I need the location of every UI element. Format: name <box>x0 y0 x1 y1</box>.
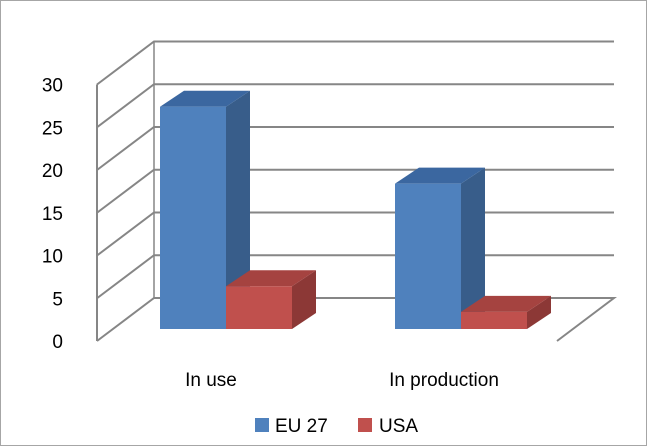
bar-side <box>292 270 316 329</box>
y-tick-label: 30 <box>42 76 63 97</box>
bar-top <box>461 295 551 312</box>
grid-layer <box>96 40 617 342</box>
bar-side <box>527 295 551 329</box>
bar-side <box>226 90 250 329</box>
legend-swatch-usa <box>358 418 372 432</box>
y-tick-label: 15 <box>42 204 63 225</box>
y-tick-label: 25 <box>42 118 63 139</box>
bar <box>160 90 250 329</box>
y-axis: 0 5 10 15 20 25 30 <box>42 76 63 354</box>
bar-front <box>461 311 527 329</box>
gridline <box>96 40 614 86</box>
bar <box>226 270 316 329</box>
y-tick-label: 10 <box>42 247 63 268</box>
legend-swatch-eu27 <box>255 418 269 432</box>
y-tick-label: 0 <box>52 332 63 353</box>
bar <box>395 167 485 329</box>
bar-side <box>461 167 485 329</box>
legend: EU 27 USA <box>255 416 418 437</box>
floor-outline <box>96 297 617 342</box>
x-axis: In use In production <box>185 370 499 391</box>
category-label: In production <box>389 370 499 391</box>
bar <box>461 295 551 329</box>
bar-top <box>226 270 316 287</box>
bar-front <box>395 183 461 329</box>
legend-label: USA <box>379 416 418 437</box>
legend-label: EU 27 <box>275 416 328 437</box>
y-tick-label: 5 <box>52 289 63 310</box>
bar-front <box>160 106 226 329</box>
bar-top <box>160 90 250 107</box>
bar-top <box>395 167 485 184</box>
bar-front <box>226 286 292 329</box>
y-tick-label: 20 <box>42 161 63 182</box>
category-label: In use <box>185 370 237 391</box>
bars-layer <box>160 90 551 329</box>
